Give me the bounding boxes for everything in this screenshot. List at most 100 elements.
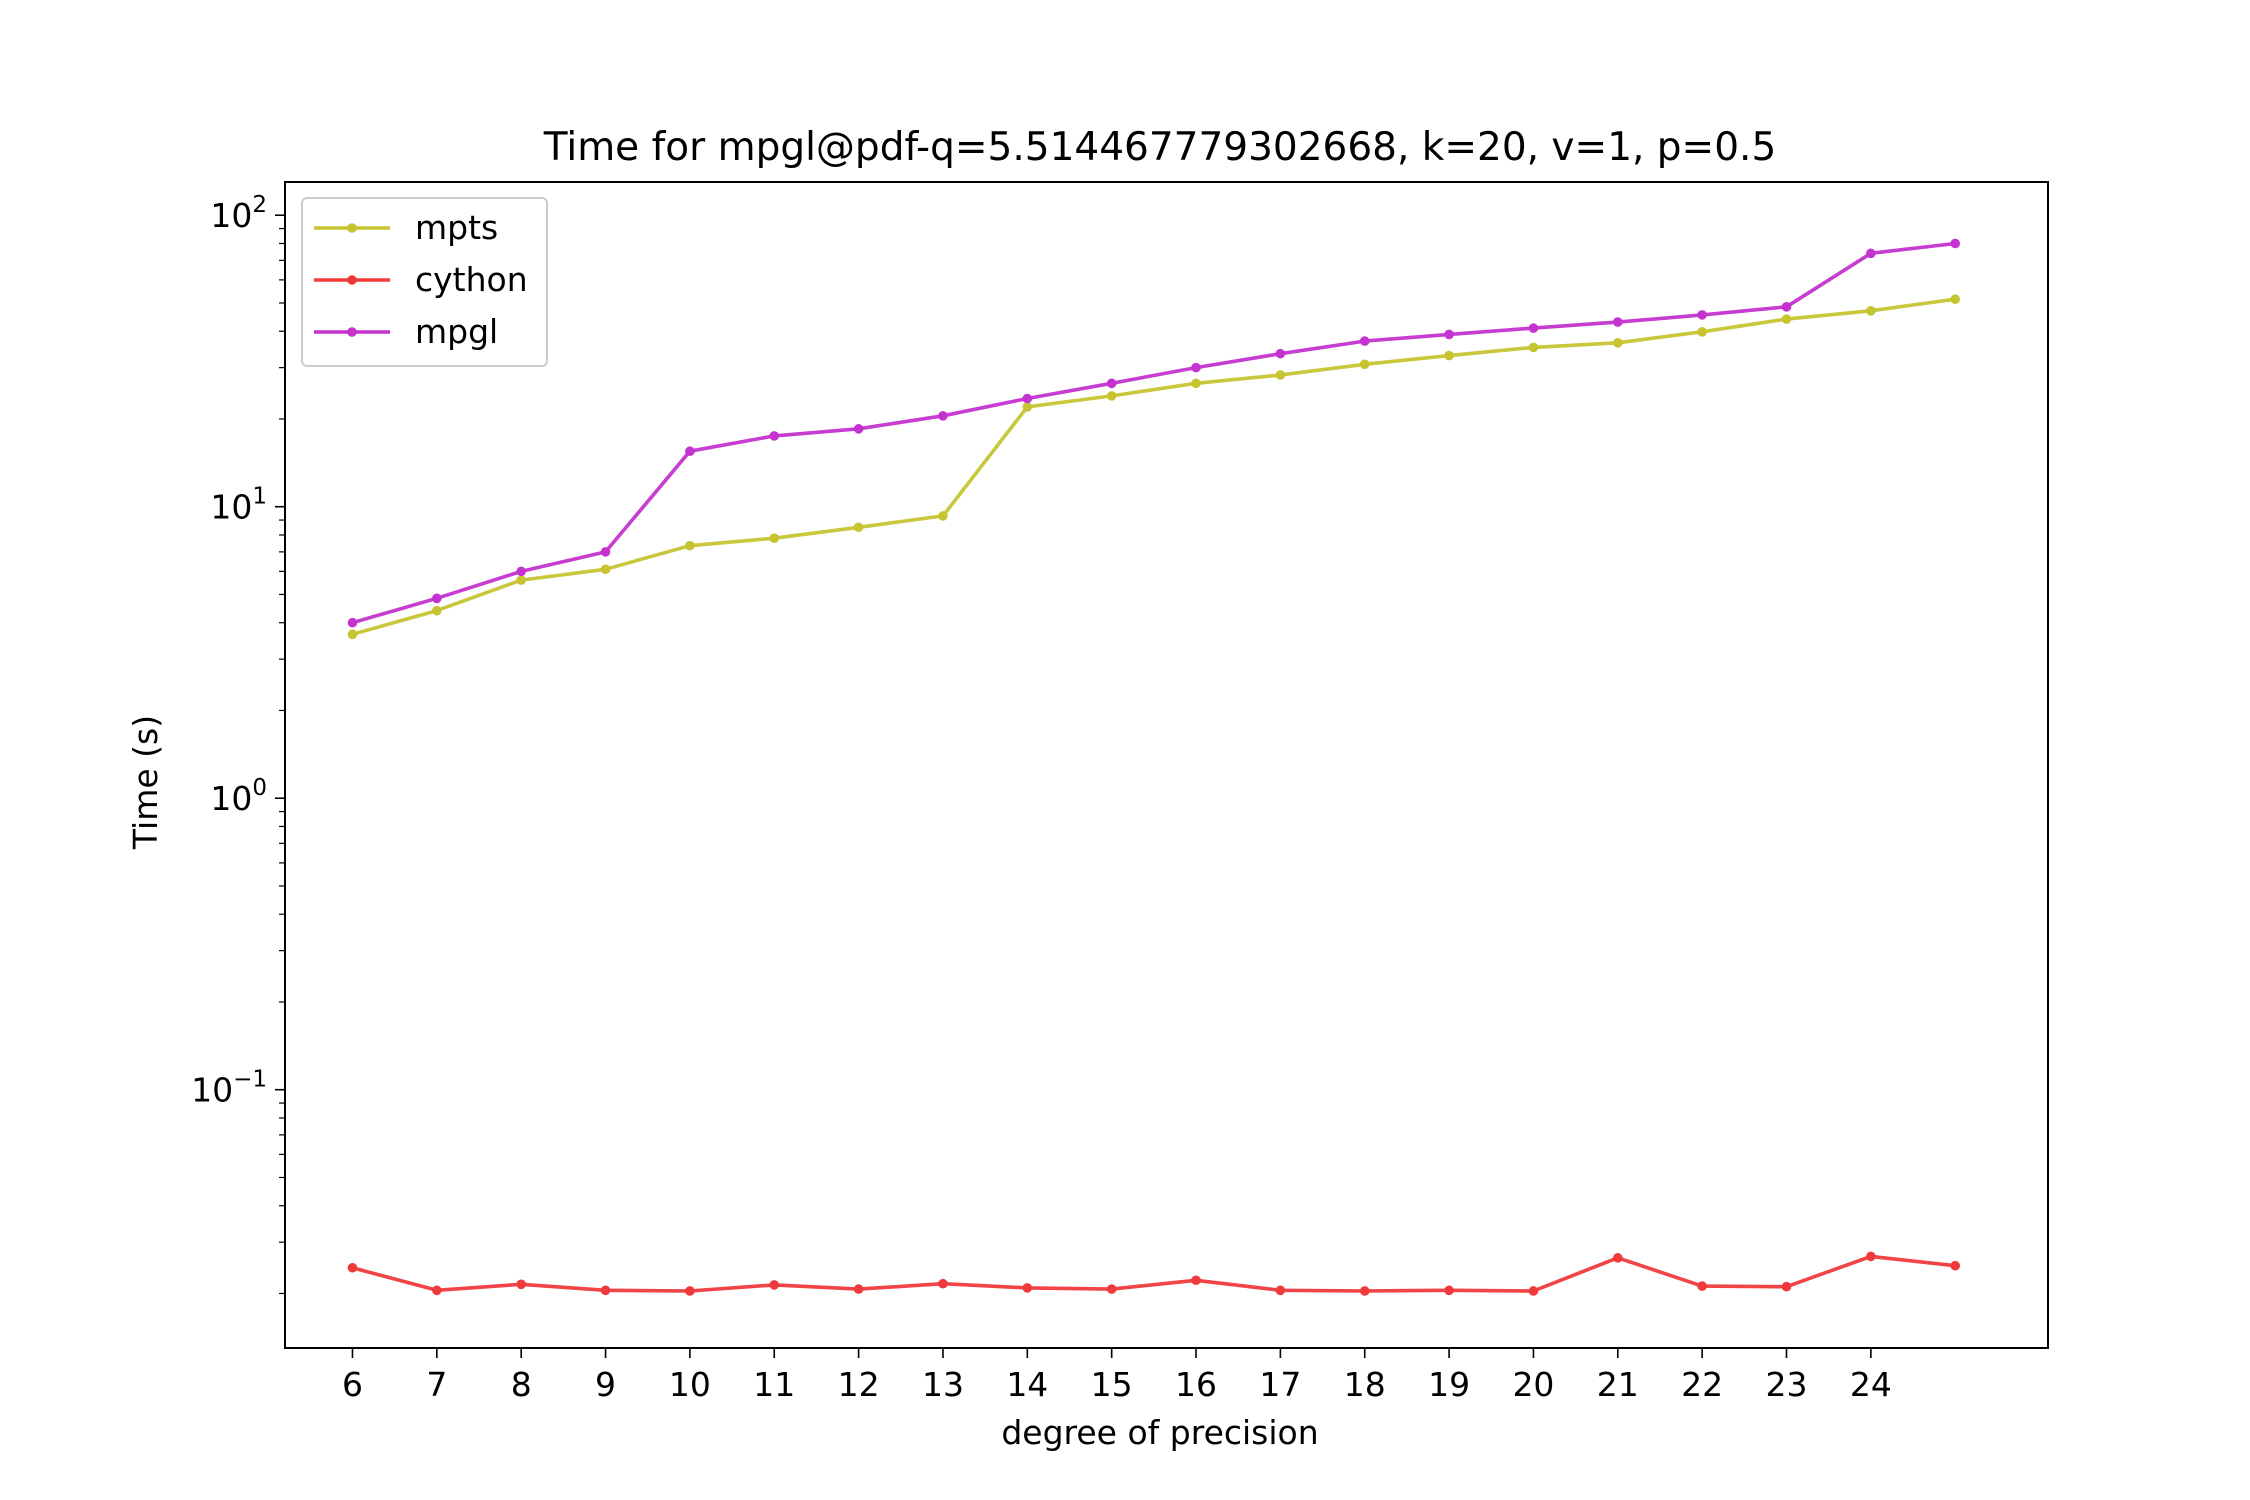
x-tick-label: 22 — [1681, 1365, 1723, 1404]
data-point-mpgl — [432, 593, 442, 604]
data-point-cython — [1697, 1281, 1707, 1291]
data-point-mpts — [685, 540, 695, 551]
data-point-mpts — [600, 564, 611, 575]
data-point-mpts — [1191, 378, 1201, 389]
x-tick-label: 15 — [1091, 1365, 1133, 1404]
legend-label-mpts: mpts — [415, 208, 498, 247]
data-point-mpgl — [938, 411, 948, 421]
data-point-cython — [1106, 1284, 1117, 1294]
x-tick-label: 20 — [1512, 1365, 1554, 1404]
data-point-cython — [1612, 1253, 1623, 1263]
data-point-mpts — [1106, 391, 1117, 401]
x-tick-label: 14 — [1006, 1365, 1048, 1404]
x-tick-label: 11 — [753, 1365, 795, 1404]
x-tick-label: 19 — [1428, 1365, 1470, 1404]
data-point-mpts — [1866, 305, 1876, 316]
data-point-cython — [432, 1285, 442, 1296]
legend-marker-cython — [347, 275, 357, 285]
series-line-mpgl — [350, 241, 1957, 625]
chart-title: Time for mpgl@pdf-q=5.514467779302668, k… — [543, 125, 1777, 170]
data-point-cython — [1781, 1281, 1792, 1292]
data-point-mpgl — [347, 617, 358, 628]
data-point-cython — [1950, 1260, 1961, 1271]
plot-layer: 6 7 8 9 10 11 12 13 14 15 16 17 18 19 20 21 22 23 24 10−1 10… — [191, 181, 2049, 1404]
legend-label-mpgl: mpgl — [415, 312, 498, 351]
data-point-mpgl — [1106, 378, 1117, 389]
y-tick-label: 10−1 — [191, 1067, 267, 1110]
legend: mpts cython mpgl — [301, 197, 548, 367]
x-tick-label: 6 — [342, 1365, 363, 1404]
x-tick-label: 17 — [1259, 1365, 1301, 1404]
data-point-mpts — [1697, 327, 1707, 337]
data-point-mpgl — [1781, 302, 1792, 312]
x-tick-label: 7 — [426, 1365, 447, 1404]
data-point-mpgl — [1191, 362, 1201, 373]
y-tick-label: 101 — [210, 484, 267, 527]
x-tick-label: 13 — [922, 1365, 964, 1404]
data-point-cython — [685, 1286, 695, 1296]
x-tick-label: 16 — [1175, 1365, 1217, 1404]
data-point-mpgl — [1697, 310, 1707, 320]
data-point-mpts — [1781, 314, 1792, 324]
data-point-cython — [769, 1280, 780, 1290]
series-line-cython — [350, 1254, 1957, 1293]
data-point-mpts — [769, 533, 780, 543]
x-axis-label: degree of precision — [1001, 1413, 1318, 1452]
x-tick-label: 8 — [511, 1365, 532, 1404]
plot-frame — [284, 181, 2049, 1349]
x-tick-label: 10 — [669, 1365, 711, 1404]
series-line-mpts — [350, 297, 1957, 637]
data-point-cython — [1866, 1251, 1876, 1262]
data-point-cython — [600, 1285, 611, 1296]
data-point-mpts — [1950, 294, 1961, 305]
legend-marker-mpts — [347, 223, 357, 233]
legend-label-cython: cython — [415, 260, 528, 299]
legend-box — [301, 197, 548, 367]
data-point-mpgl — [1866, 248, 1876, 259]
data-point-mpts — [347, 629, 358, 640]
data-point-mpgl — [516, 566, 526, 577]
data-point-cython — [938, 1278, 948, 1289]
data-point-cython — [1022, 1283, 1033, 1293]
data-point-mpgl — [600, 547, 611, 557]
x-tick-label: 12 — [838, 1365, 880, 1404]
data-point-mpts — [1444, 350, 1454, 361]
data-point-mpts — [938, 511, 948, 521]
data-point-mpgl — [1359, 336, 1370, 346]
data-point-mpts — [432, 605, 442, 616]
data-point-cython — [516, 1279, 526, 1290]
data-point-cython — [853, 1284, 864, 1294]
x-tick-label: 21 — [1597, 1365, 1639, 1404]
x-tick-label: 24 — [1850, 1365, 1892, 1404]
y-tick-label: 102 — [210, 192, 267, 235]
data-point-mpts — [853, 522, 864, 533]
data-point-mpgl — [1528, 323, 1539, 333]
x-tick-label: 9 — [595, 1365, 616, 1404]
data-point-mpgl — [853, 424, 864, 434]
x-tick-label: 23 — [1766, 1365, 1808, 1404]
y-tick-label: 100 — [210, 775, 267, 818]
data-point-cython — [1528, 1286, 1539, 1296]
data-point-mpts — [1528, 342, 1539, 353]
data-point-mpts — [516, 575, 526, 585]
data-point-mpgl — [1612, 317, 1623, 327]
data-point-cython — [1191, 1275, 1201, 1286]
x-tick-label: 18 — [1344, 1365, 1386, 1404]
data-point-mpts — [1022, 402, 1033, 412]
y-axis-label: Time (s) — [126, 715, 165, 850]
data-point-cython — [1359, 1286, 1370, 1296]
data-point-mpts — [1612, 338, 1623, 348]
legend-marker-mpgl — [347, 327, 357, 337]
data-point-cython — [1275, 1285, 1286, 1296]
data-point-mpgl — [769, 431, 780, 441]
data-point-cython — [1444, 1285, 1454, 1296]
data-point-mpgl — [1022, 393, 1033, 404]
data-point-mpgl — [1950, 238, 1961, 249]
data-point-mpgl — [1444, 329, 1454, 340]
data-point-mpts — [1359, 359, 1370, 370]
data-point-mpgl — [1275, 348, 1286, 359]
data-point-cython — [347, 1262, 358, 1273]
data-point-mpgl — [685, 446, 695, 457]
